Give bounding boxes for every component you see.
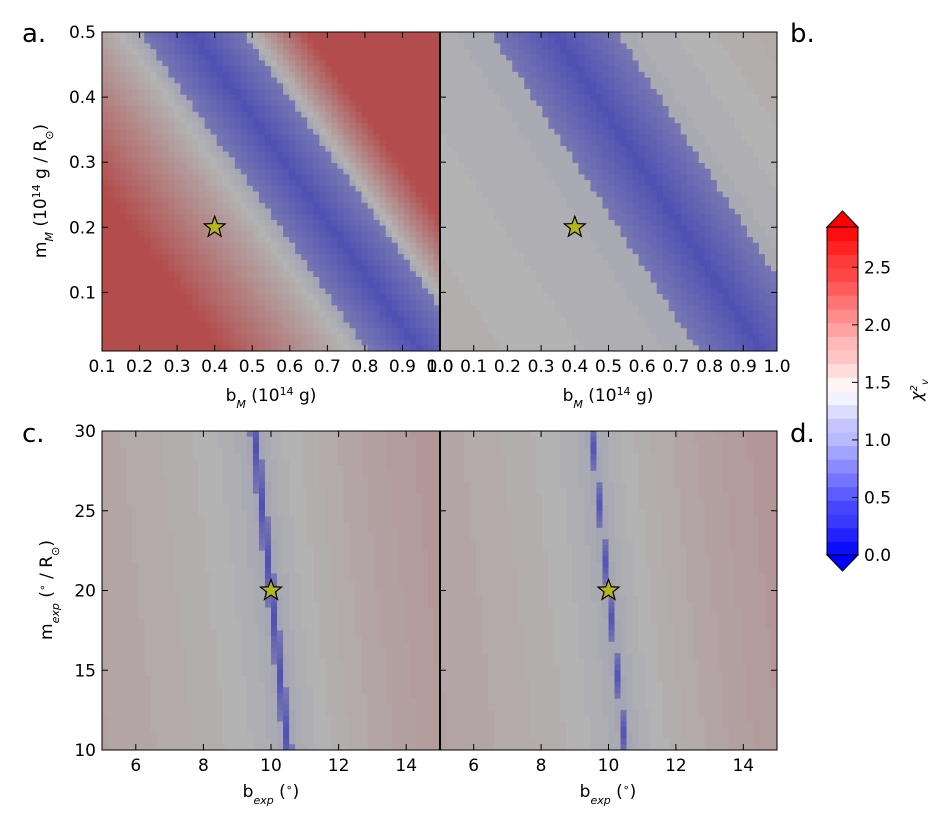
x-axis-label-a: bM (1014 g) [226, 385, 317, 411]
grey-overlay [102, 32, 440, 351]
x-tick-label: 0.4 [201, 357, 228, 377]
x-tick-label: 0.6 [276, 357, 303, 377]
y-tick-label: 0.5 [69, 23, 96, 43]
heatmap-a [102, 32, 440, 351]
y-axis-label-a: mM (1014 g / R⊙) [30, 124, 56, 258]
panel-label-a: a. [22, 19, 46, 49]
panel-a: 0.1 0.2 0.3 0.4 0.5 0.6 0.7 0.8 0.9 1.0 0.1 0.2 0.3… [22, 19, 454, 411]
y-ticks-a: 0.1 0.2 0.3 0.4 0.5 [69, 23, 108, 303]
panel-b: 0.0 0.1 0.2 0.3 0.4 0.5 0.6 0.7 0.8 0.9 1.0 b. bM … [426, 19, 814, 411]
heatmap-b [440, 32, 777, 351]
x-tick-label: 0.1 [88, 357, 115, 377]
x-tick-label: 0.2 [126, 357, 153, 377]
x-ticks-a: 0.1 0.2 0.3 0.4 0.5 0.6 0.7 0.8 0.9 1.0 [88, 32, 454, 377]
y-tick-label: 0.3 [69, 153, 96, 173]
y-tick-label: 0.2 [69, 218, 96, 238]
y-tick-label: 0.4 [69, 88, 96, 108]
x-tick-label: 0.8 [351, 357, 378, 377]
x-tick-label: 1.0 [426, 357, 453, 377]
marker-a [202, 214, 227, 238]
x-tick-label: 0.5 [239, 357, 266, 377]
x-tick-label: 0.3 [164, 357, 191, 377]
x-tick-label: 0.7 [314, 357, 341, 377]
y-tick-label: 0.1 [69, 283, 96, 303]
x-tick-label: 0.9 [389, 357, 416, 377]
star-marker [202, 214, 227, 238]
